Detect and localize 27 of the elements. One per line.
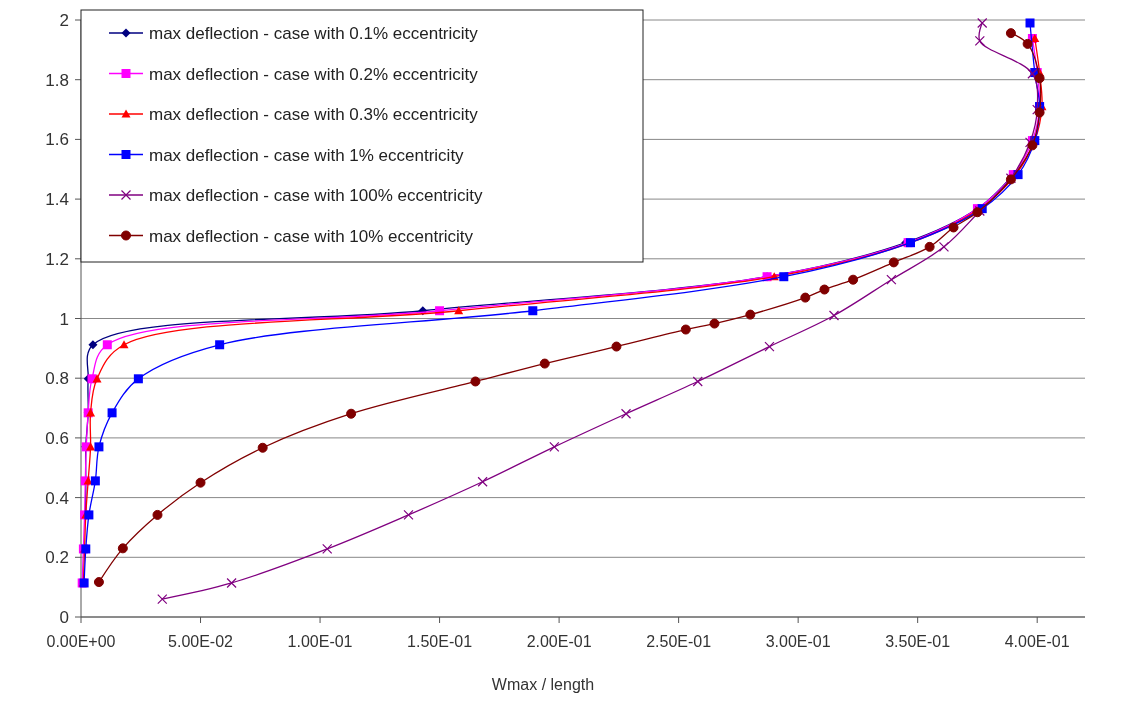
y-tick-label: 1.6 — [45, 130, 69, 150]
x-tick-label: 4.00E-01 — [1004, 633, 1070, 650]
y-tick-label: 1.4 — [45, 190, 69, 210]
y-tick-label: 1.8 — [45, 70, 69, 90]
legend-label: max deflection - case with 100% eccentricity — [149, 186, 484, 205]
x-tick-label: 1.50E-01 — [407, 633, 473, 650]
legend-label: max deflection - case with 0.3% eccentricity — [149, 105, 479, 124]
y-tick-label: 1 — [59, 309, 69, 329]
y-tick-label: 1.2 — [45, 249, 69, 269]
y-tick-label: 0.6 — [45, 428, 69, 448]
x-tick-label: 0.00E+00 — [46, 633, 116, 650]
y-tick-label: 0.4 — [45, 488, 69, 508]
x-tick-label: 5.00E-02 — [168, 633, 234, 650]
legend-label: max deflection - case with 0.1% eccentricity — [149, 24, 479, 43]
y-tick-label: 0 — [59, 608, 69, 627]
y-tick-label: 2 — [59, 11, 69, 30]
x-tick-label: 2.50E-01 — [646, 633, 712, 650]
y-tick-label: 0.2 — [45, 548, 69, 568]
x-tick-label: 3.00E-01 — [765, 633, 831, 650]
x-tick-label: 3.50E-01 — [885, 633, 951, 650]
legend-label: max deflection - case with 10% eccentricity — [149, 226, 474, 246]
x-tick-label: 1.00E-01 — [287, 633, 353, 650]
y-tick-label: 0.8 — [45, 369, 69, 389]
x-tick-label: 2.00E-01 — [526, 633, 592, 650]
legend-label: max deflection - case with 1% eccentricity — [149, 145, 465, 165]
x-axis-title: Wmax / length — [491, 676, 595, 693]
legend-label: max deflection - case with 0.2% eccentricity — [149, 64, 479, 84]
